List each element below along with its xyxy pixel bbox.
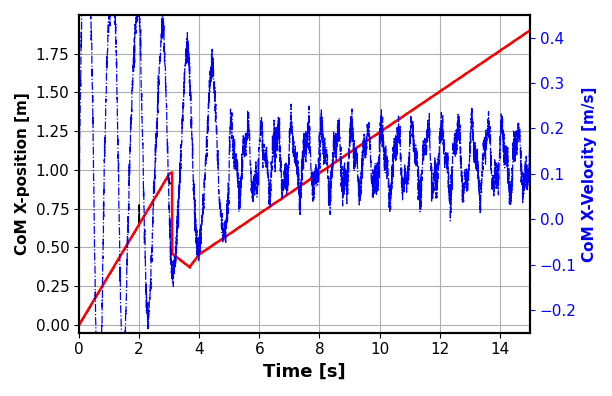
Y-axis label: CoM X-position [m]: CoM X-position [m] (15, 93, 30, 255)
Y-axis label: CoM X-Velocity [m/s]: CoM X-Velocity [m/s] (582, 86, 597, 261)
X-axis label: Time [s]: Time [s] (263, 363, 346, 381)
